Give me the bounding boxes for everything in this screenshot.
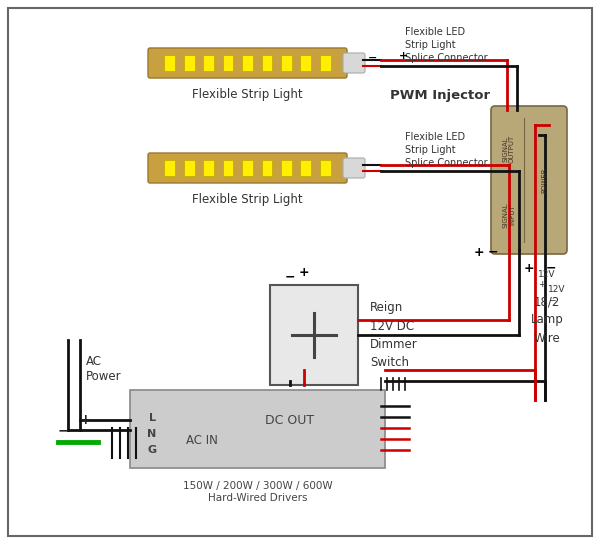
Text: −: − (546, 262, 556, 275)
Text: PWM Injector: PWM Injector (390, 89, 490, 102)
Text: −: − (285, 270, 295, 283)
Text: 18/2
Lamp
Wire: 18/2 Lamp Wire (530, 295, 563, 344)
Text: DC OUT: DC OUT (265, 413, 314, 426)
Text: Flexible LED
Strip Light
Splice Connector: Flexible LED Strip Light Splice Connecto… (405, 132, 488, 168)
Bar (320, 160, 331, 176)
Bar (301, 55, 311, 71)
Bar (164, 160, 175, 176)
Text: +: + (473, 245, 484, 258)
Text: SIGNAL
OUTPUT: SIGNAL OUTPUT (502, 135, 515, 163)
Bar (184, 160, 194, 176)
Bar (203, 160, 214, 176)
Text: −: − (57, 423, 69, 437)
Bar (262, 55, 272, 71)
Bar (281, 55, 292, 71)
Bar (223, 160, 233, 176)
Bar (301, 160, 311, 176)
Text: Hard-Wired Drivers: Hard-Wired Drivers (208, 493, 307, 503)
Bar (223, 55, 233, 71)
Text: 150W / 200W / 300W / 600W: 150W / 200W / 300W / 600W (182, 481, 332, 491)
Bar (281, 160, 292, 176)
FancyBboxPatch shape (148, 153, 347, 183)
Text: Reign
12V DC
Dimmer
Switch: Reign 12V DC Dimmer Switch (370, 301, 418, 368)
Text: Flexible Strip Light: Flexible Strip Light (192, 193, 303, 206)
FancyBboxPatch shape (148, 48, 347, 78)
Text: L: L (149, 413, 155, 423)
Text: +: + (79, 413, 91, 427)
Bar (184, 55, 194, 71)
FancyBboxPatch shape (491, 106, 567, 254)
Text: AC IN: AC IN (186, 434, 218, 447)
Text: SIGNAL
INPUT: SIGNAL INPUT (502, 202, 515, 228)
Text: +: + (299, 267, 310, 280)
Text: +: + (524, 262, 535, 275)
Text: +: + (398, 51, 407, 61)
FancyBboxPatch shape (343, 158, 365, 178)
Bar (164, 55, 175, 71)
Bar (242, 55, 253, 71)
Text: N: N (148, 429, 157, 439)
Text: 12V
+: 12V + (538, 270, 556, 289)
Bar (130, 390, 385, 468)
Bar (242, 160, 253, 176)
Text: −: − (368, 53, 377, 63)
Text: 12V
−: 12V − (548, 285, 566, 305)
Text: Flexible Strip Light: Flexible Strip Light (192, 88, 303, 101)
FancyBboxPatch shape (343, 53, 365, 73)
Text: POWER: POWER (541, 167, 547, 193)
Text: −: − (488, 245, 498, 258)
Bar (203, 55, 214, 71)
Text: Flexible LED
Strip Light
Splice Connector: Flexible LED Strip Light Splice Connecto… (405, 27, 488, 63)
Bar (270, 285, 358, 385)
Text: G: G (148, 445, 157, 455)
Bar (320, 55, 331, 71)
Text: AC
Power: AC Power (86, 355, 122, 383)
Bar (262, 160, 272, 176)
